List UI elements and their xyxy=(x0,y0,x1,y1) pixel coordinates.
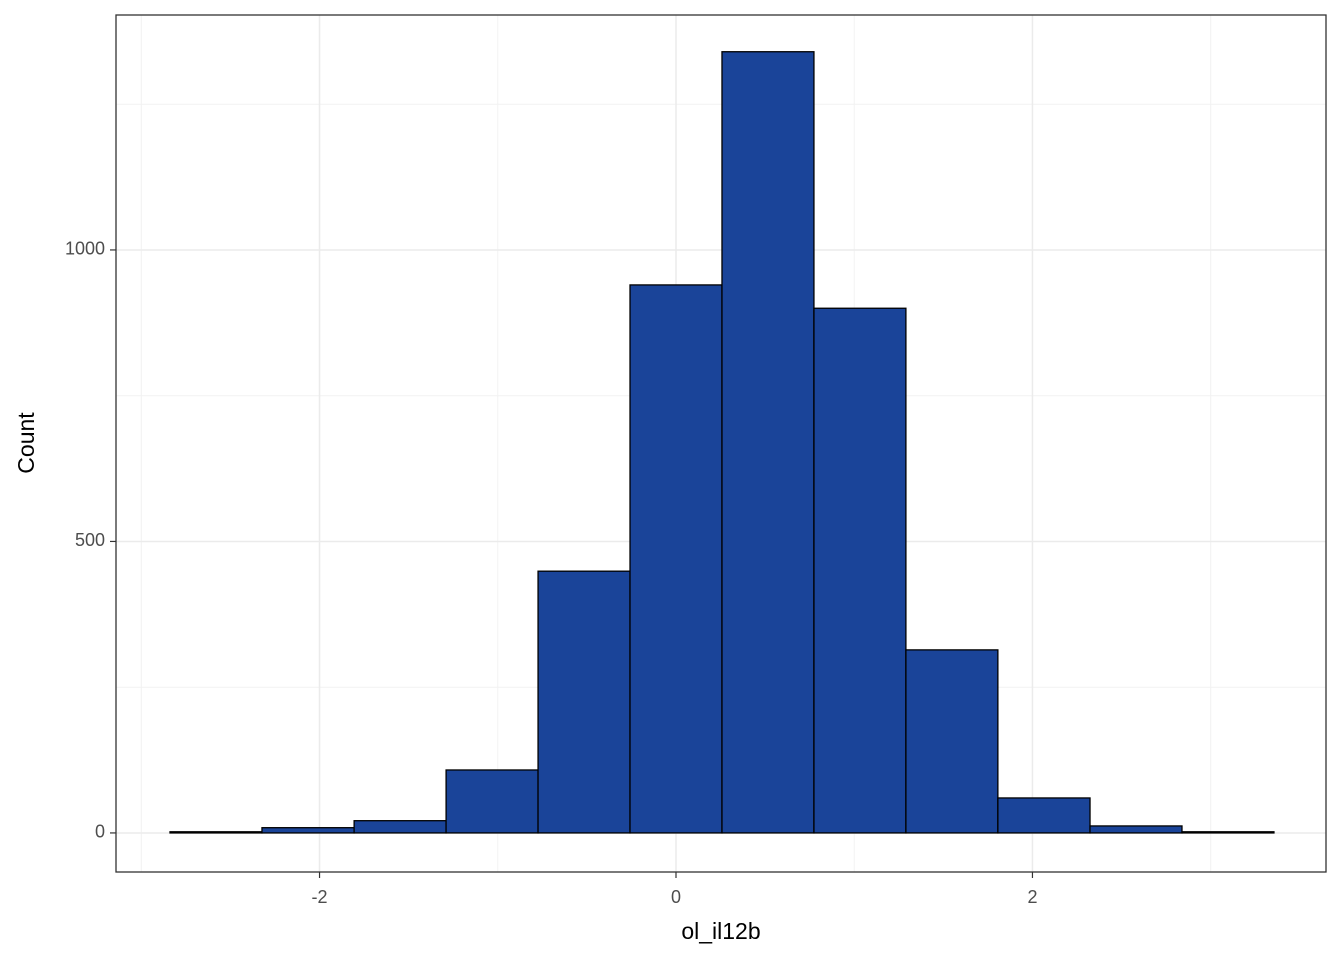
x-tick-label: 0 xyxy=(671,887,681,907)
histogram-bar xyxy=(261,827,355,834)
histogram-bar xyxy=(1089,825,1183,834)
histogram-bar xyxy=(169,831,263,834)
histogram-bar xyxy=(721,51,815,834)
histogram-bar xyxy=(353,820,447,834)
y-tick-label: 500 xyxy=(75,530,105,550)
histogram-bar xyxy=(537,570,631,834)
panel-border xyxy=(115,14,1327,873)
histogram-bar xyxy=(445,769,539,834)
y-axis-title: Count xyxy=(13,412,39,474)
histogram-bar xyxy=(813,307,907,834)
x-tick-label: -2 xyxy=(312,887,328,907)
x-axis-title: ol_il12b xyxy=(681,918,760,944)
histogram-bar xyxy=(997,797,1091,834)
x-tick-label: 2 xyxy=(1027,887,1037,907)
y-tick-label: 1000 xyxy=(65,239,105,259)
histogram-bar xyxy=(1181,831,1275,834)
histogram-bar xyxy=(905,649,999,834)
y-tick-label: 0 xyxy=(95,822,105,842)
histogram-bar xyxy=(629,284,723,834)
